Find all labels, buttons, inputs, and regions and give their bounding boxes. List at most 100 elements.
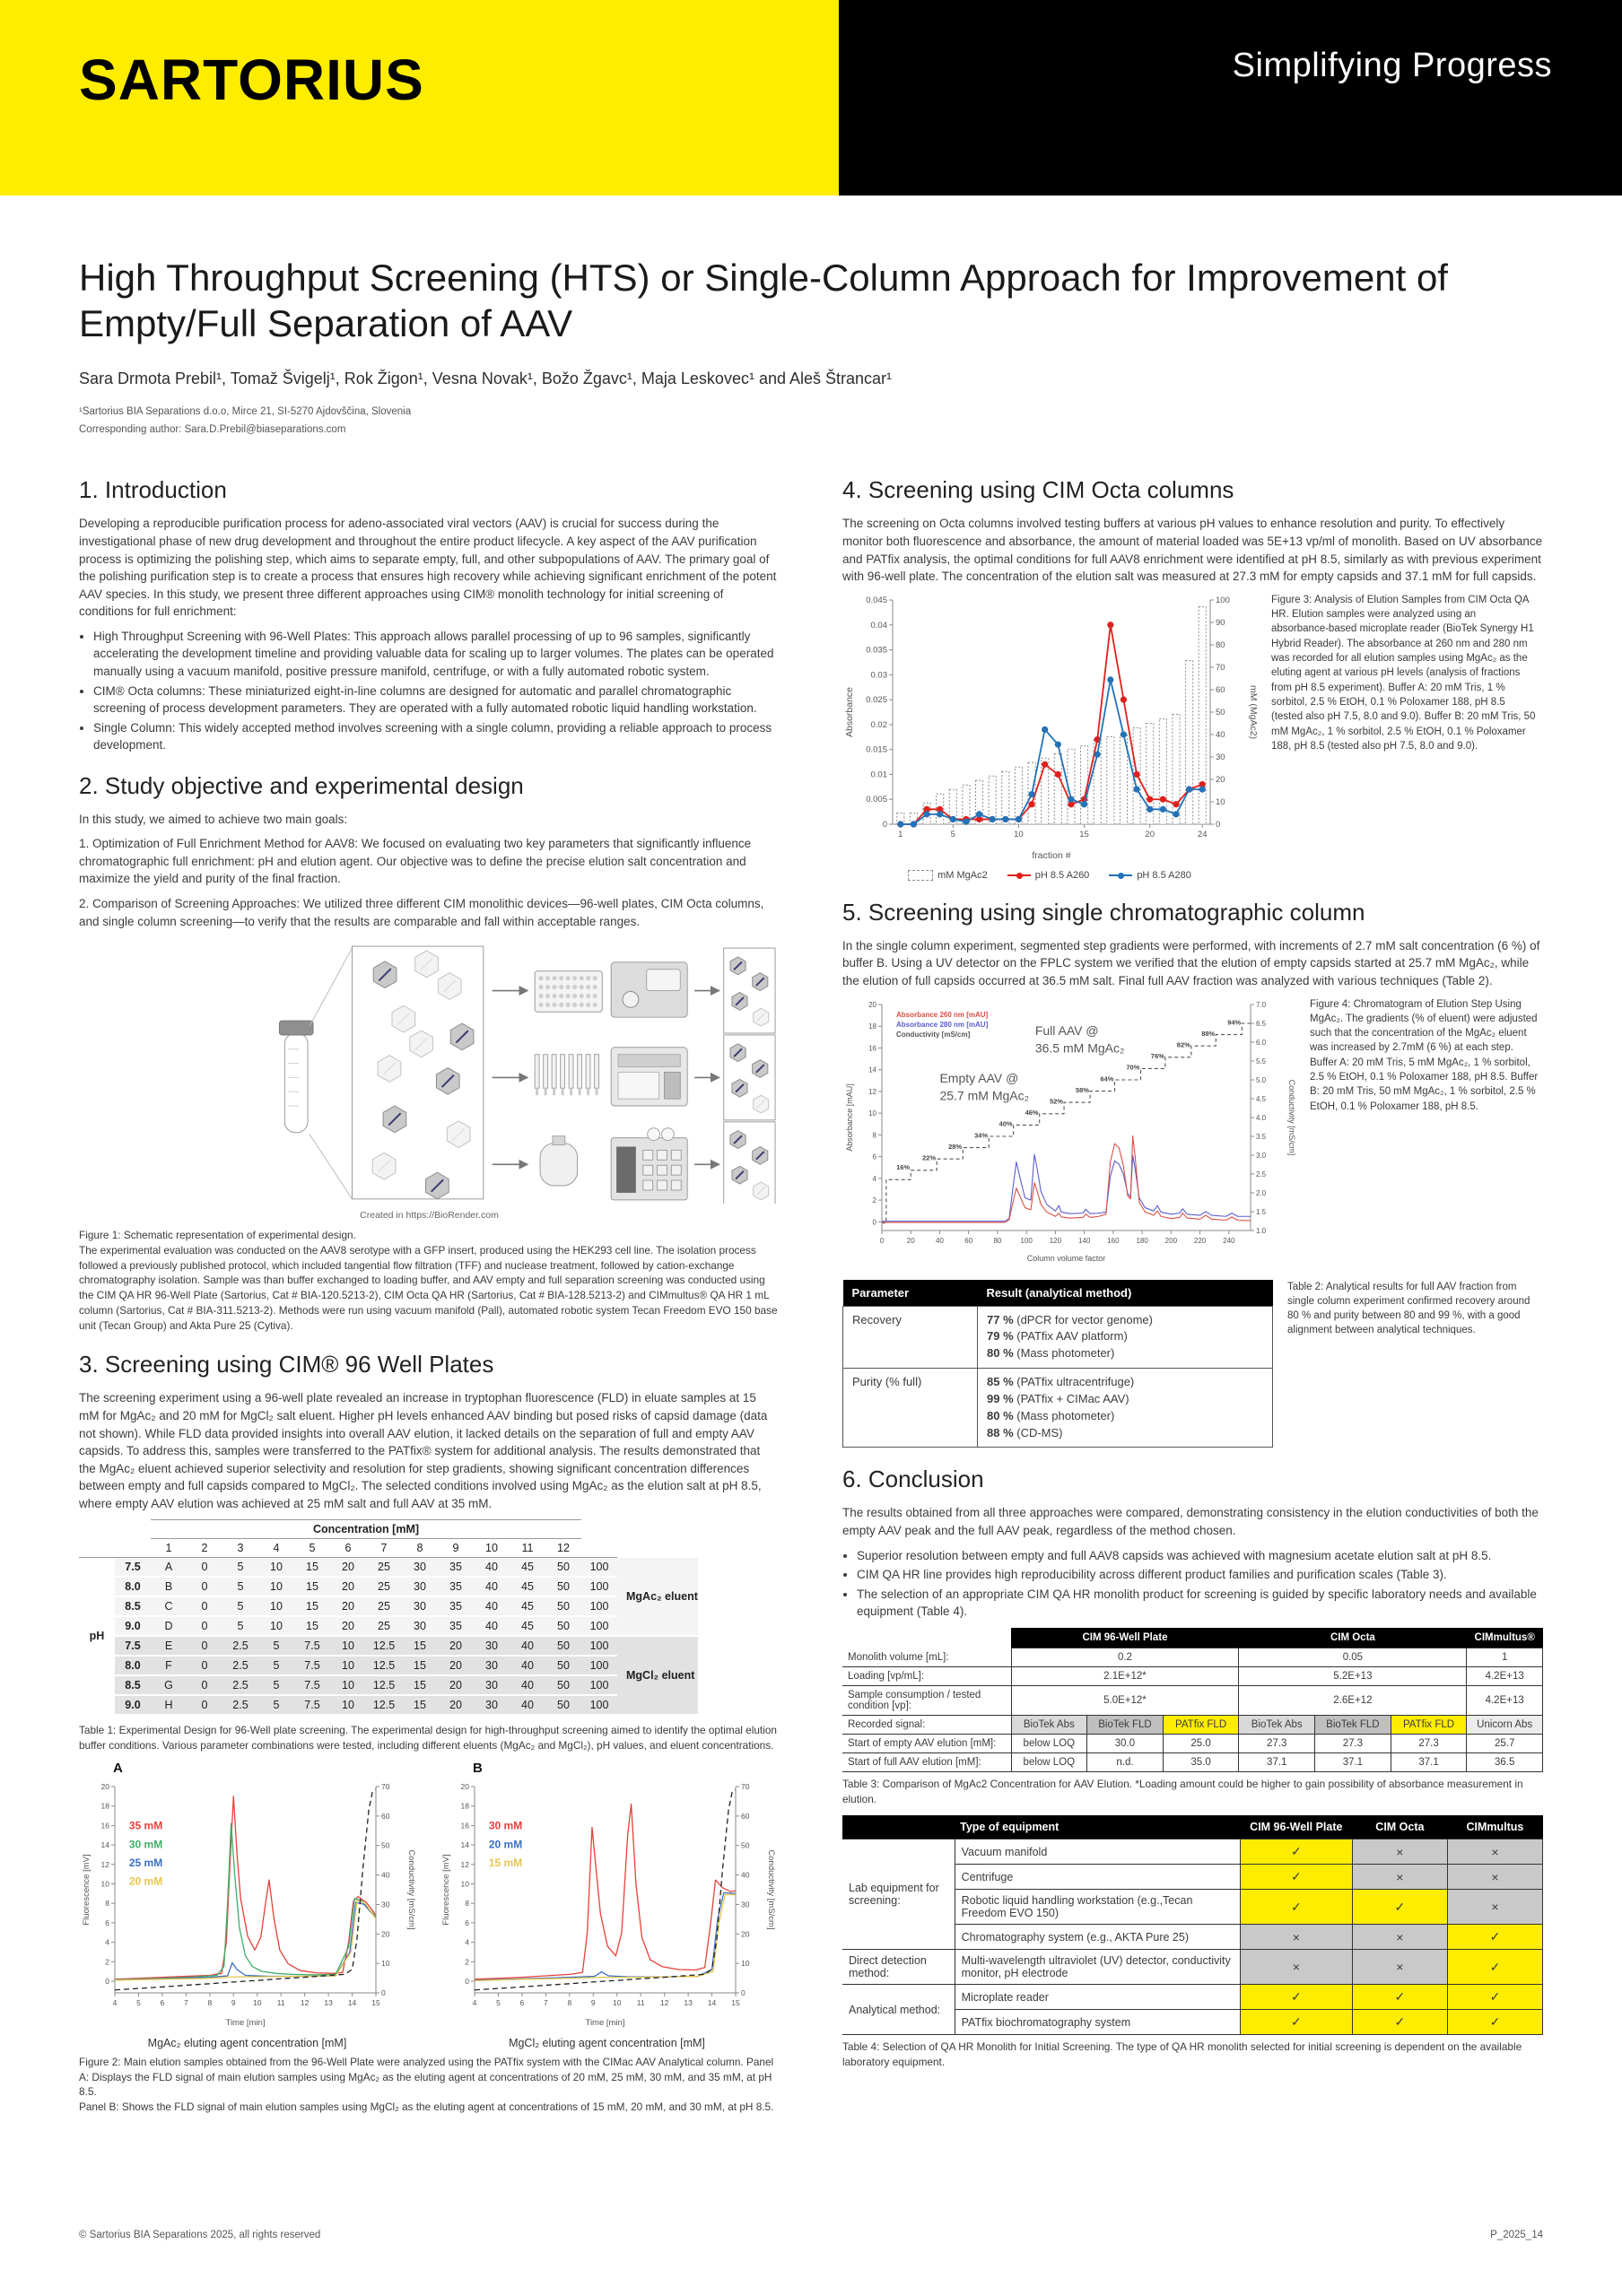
table1-value-cell: 25 (366, 1596, 402, 1618)
table2-result-value: 88 % (987, 1425, 1014, 1439)
svg-text:fraction #: fraction # (1032, 850, 1070, 861)
svg-text:9: 9 (231, 1998, 236, 2007)
x-mark-icon: × (1446, 1839, 1543, 1866)
table3-row-label: Sample consumption / tested condition [v… (842, 1685, 1012, 1716)
table3-header-cell: CIM 96-Well Plate (1011, 1627, 1239, 1648)
table1-value-cell: 15 (402, 1636, 438, 1657)
svg-text:40: 40 (381, 1870, 390, 1879)
table4-row: Direct detection method: Multi-wavelength… (842, 1949, 1543, 1986)
x-mark-icon: × (1446, 1889, 1543, 1926)
table1-value-cell: 5 (222, 1616, 258, 1638)
table4-group-label: Lab equipment for screening: (842, 1839, 955, 1951)
table1-value-cell: 15 (402, 1656, 438, 1677)
svg-text:0: 0 (1216, 820, 1220, 830)
x-mark-icon: × (1351, 1924, 1448, 1951)
table4-caption: Table 4: Selection of QA HR Monolith for… (842, 2040, 1522, 2069)
svg-text:50: 50 (381, 1841, 390, 1850)
x-mark-icon: × (1351, 1839, 1448, 1866)
figure2-panel-b: B 4 5 6 7 8 9 10 11 12 13 14 15 0 2 4 6 8 10 12 14 16 18 20 0 10… (439, 1760, 776, 2049)
table1-value-cell: 30 (474, 1675, 510, 1697)
table1-well-cell: F (151, 1656, 187, 1677)
svg-text:14: 14 (708, 1998, 717, 2007)
table4-header-row: Type of equipment CIM 96-Well Plate CIM Oc… (842, 1815, 1543, 1839)
table2-result-line: 79 % (PATfix AAV platform) (987, 1329, 1128, 1344)
panel-b-label: B (473, 1760, 483, 1776)
svg-text:70: 70 (381, 1782, 390, 1791)
svg-text:16: 16 (461, 1821, 470, 1830)
svg-text:82%: 82% (1177, 1040, 1190, 1048)
table3-signal-cell: PATfix FLD (1162, 1714, 1240, 1735)
svg-text:11: 11 (637, 1998, 645, 2007)
table1-value-cell: 20 (438, 1636, 474, 1657)
svg-text:0.01: 0.01 (871, 770, 888, 779)
check-mark-icon: ✓ (1239, 1864, 1353, 1891)
svg-text:8: 8 (207, 1998, 212, 2007)
svg-text:Absorbance: Absorbance (844, 687, 855, 737)
table3-row: Monolith volume [mL]: 0.2 0.05 1 (842, 1647, 1543, 1667)
svg-text:Conductivity [mS/cm]: Conductivity [mS/cm] (1287, 1079, 1295, 1155)
svg-text:0: 0 (883, 820, 887, 830)
svg-text:5.0: 5.0 (1256, 1076, 1267, 1084)
table1-value-cell: 20 (438, 1675, 474, 1697)
table4-equipment-cell: PATfix biochromatography system (954, 2009, 1241, 2036)
table1-col-number: 5 (294, 1538, 330, 1559)
table1-body: pH 7.5 A 0 5 10 15 20 25 30 35 40 45 50 100 MgAc₂ eluen… (79, 1557, 698, 1717)
table3-value-cell: 25.7 (1466, 1733, 1543, 1753)
table1-span-header: Concentration [mM] (151, 1519, 581, 1540)
svg-text:90: 90 (1216, 618, 1225, 628)
section6-heading: 6. Conclusion (842, 1465, 984, 1493)
figure1-caption-body: The experimental evaluation was conducte… (79, 1243, 778, 1332)
table1-value-cell: 5 (258, 1695, 294, 1717)
section6-body: The results obtained from all three appr… (842, 1506, 1539, 1537)
table1-value-cell: 30 (402, 1616, 438, 1638)
svg-text:Fluorescence [mV]: Fluorescence [mV] (441, 1854, 451, 1925)
svg-text:40: 40 (936, 1237, 944, 1245)
table1-value-cell: 12.5 (366, 1636, 402, 1657)
svg-text:0.035: 0.035 (866, 645, 887, 655)
sartorius-logo: SARTORIUS (79, 48, 424, 112)
figure1-schematic (79, 937, 780, 1208)
check-mark-icon: ✓ (1351, 1889, 1448, 1926)
svg-text:0.025: 0.025 (866, 695, 887, 705)
svg-text:20 mM: 20 mM (489, 1838, 522, 1850)
table1-value-cell: 10 (258, 1577, 294, 1598)
svg-text:100: 100 (1020, 1237, 1033, 1245)
svg-text:220: 220 (1194, 1237, 1207, 1245)
table3-value-cell: 2.1E+12* (1010, 1665, 1240, 1686)
figure3-row: 1 5 10 15 20 24 0 0.005 0.01 0.015 0.02 0.025 0.03 0.… (842, 593, 1543, 881)
table2-result-cell: 85 % (PATfix ultracentrifuge) 99 % (PATfi… (977, 1368, 1273, 1448)
svg-text:Full AAV @: Full AAV @ (1035, 1022, 1099, 1037)
table1-value-cell: 40 (510, 1656, 545, 1677)
table1-row: 8.0 F 0 2.5 5 7.5 10 12.5 15 20 30 40 50 100 (79, 1656, 698, 1677)
check-mark-icon: ✓ (1446, 1949, 1543, 1986)
svg-text:12: 12 (660, 1998, 669, 2007)
table3-value-cell: 27.3 (1238, 1733, 1316, 1753)
svg-text:4: 4 (105, 1937, 109, 1946)
table3-header-cell: CIM Octa (1238, 1627, 1467, 1648)
table3-row: Sample consumption / tested condition [v… (842, 1684, 1543, 1716)
svg-text:Time [min]: Time [min] (586, 2018, 625, 2028)
table1-value-cell: 50 (545, 1616, 581, 1638)
table1-value-cell: 35 (438, 1596, 474, 1618)
svg-text:25 mM: 25 mM (129, 1857, 162, 1869)
table1-caption: Table 1: Experimental Design for 96-Well… (79, 1724, 777, 1752)
svg-text:7: 7 (544, 1998, 548, 2007)
table1-col-number: 8 (402, 1538, 438, 1559)
table1-col-number: 1 (151, 1538, 187, 1559)
table1-value-cell: 35 (438, 1557, 474, 1578)
table1-value-cell: 50 (545, 1675, 581, 1697)
svg-text:36.5 mM MgAc₂: 36.5 mM MgAc₂ (1035, 1040, 1125, 1055)
figure4-chart: 0 20 40 60 80 100 120 140 160 180 200 220 240 0 2 4 6 8 10… (842, 997, 1296, 1271)
figure3-legend-label: pH 8.5 A260 (1034, 869, 1090, 881)
table3-value-cell: 27.3 (1314, 1733, 1391, 1753)
svg-text:20: 20 (101, 1782, 110, 1791)
check-mark-icon: ✓ (1446, 2009, 1543, 2036)
table1-row: 9.0 H 0 2.5 5 7.5 10 12.5 15 20 30 40 50 100 (79, 1695, 698, 1717)
svg-text:8: 8 (873, 1131, 877, 1139)
table2-result-line: 85 % (PATfix ultracentrifuge) (987, 1375, 1135, 1389)
svg-text:20: 20 (907, 1237, 915, 1245)
bar-swatch-icon (908, 869, 934, 881)
check-mark-icon: ✓ (1239, 1839, 1353, 1866)
section1-bullet: High Throughput Screening with 96-Well P… (93, 628, 780, 681)
figure1-caption-title: Figure 1: Schematic representation of ex… (79, 1229, 356, 1242)
